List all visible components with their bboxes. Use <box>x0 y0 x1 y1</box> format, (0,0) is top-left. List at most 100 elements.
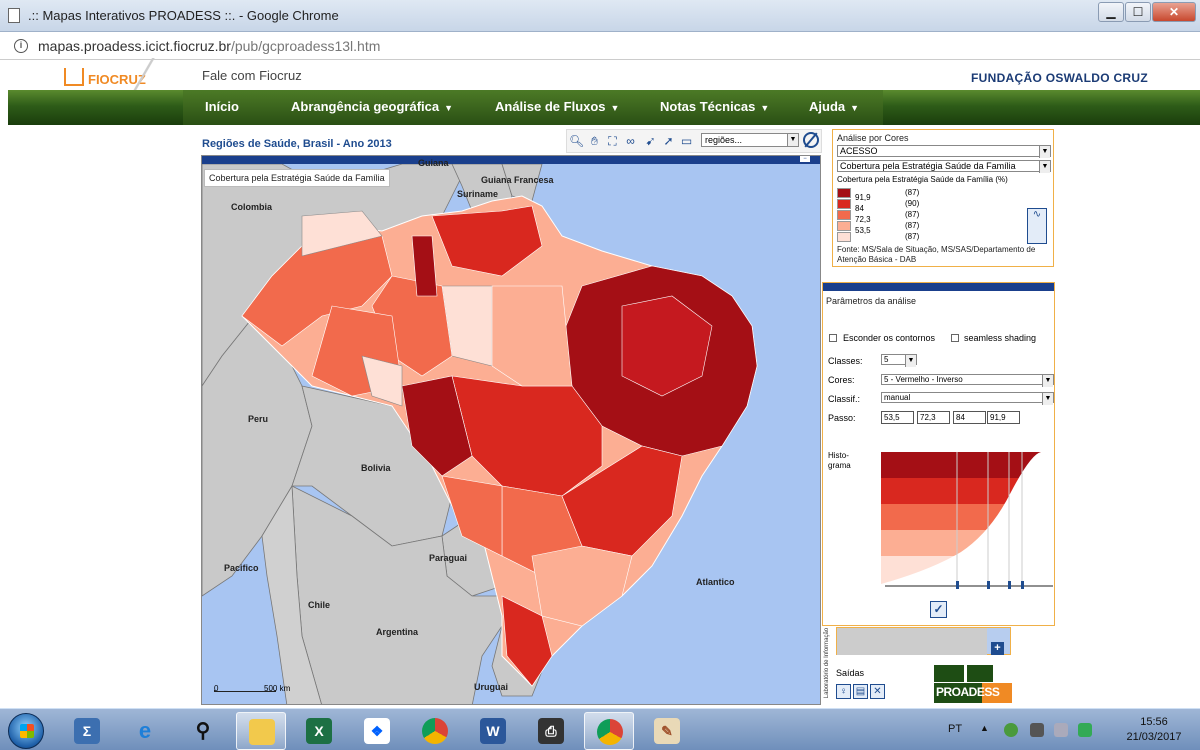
excel-glyph: X <box>306 718 332 744</box>
legend-title: Análise por Cores <box>837 133 909 143</box>
legend-count: (90) <box>905 199 920 208</box>
logo-block <box>967 665 993 682</box>
indicator-select[interactable]: Cobertura pela Estratégia Saúde da Famíl… <box>837 160 1051 173</box>
chrome-icon[interactable] <box>410 712 460 750</box>
binoculars-icon[interactable]: ∞ <box>626 134 635 148</box>
nav-inicio[interactable]: Início <box>205 99 239 114</box>
params-panel: Parâmetros da análise Esconder os contor… <box>822 282 1055 626</box>
region-lightest[interactable] <box>361 355 403 407</box>
language-indicator[interactable]: PT <box>948 723 963 735</box>
window-title: .:: Mapas Interativos PROADESS ::. - Goo… <box>28 8 339 23</box>
window-titlebar[interactable]: .:: Mapas Interativos PROADESS ::. - Goo… <box>0 0 1200 32</box>
apply-checkmark-icon[interactable]: ✓ <box>930 601 947 618</box>
indicator-group-select[interactable]: ACESSO ▼ <box>837 145 1051 158</box>
nav-label: Início <box>205 99 239 114</box>
region-mid[interactable] <box>441 475 503 557</box>
sigma-icon[interactable]: Σ <box>62 712 112 750</box>
histogram-handle[interactable] <box>1021 581 1024 589</box>
region-dark[interactable] <box>411 235 438 297</box>
chrome-glyph <box>422 718 448 744</box>
full-extent-icon[interactable]: ⛶ <box>608 134 617 148</box>
map-toolbar: 🔍︎ ✋︎ ⛶ ∞ ➹ ➚ ▭ regiões... ▼ <box>566 129 822 153</box>
classes-select[interactable]: 5 ▼ <box>881 354 917 367</box>
header-divider <box>108 58 178 94</box>
histogram-handle[interactable] <box>987 581 990 589</box>
region-red[interactable] <box>501 595 553 687</box>
vertical-label-text: Laboratório de Informação <box>824 627 831 699</box>
address-bar[interactable]: i mapas.proadess.icict.fiocruz.br/pub/gc… <box>0 32 1200 60</box>
histogram-handle[interactable] <box>1008 581 1011 589</box>
info-icon[interactable]: i <box>14 39 28 53</box>
clock[interactable]: 15:56 21/03/2017 <box>1114 715 1194 745</box>
step-input-3[interactable]: 84 <box>953 411 986 424</box>
chevron-down-icon: ▼ <box>787 134 798 146</box>
tray-expand-icon[interactable]: ▲ <box>980 723 989 733</box>
zoom-icon[interactable]: 🔍︎ <box>569 134 585 148</box>
paint-icon[interactable]: ✎ <box>642 712 692 750</box>
ie-icon[interactable]: e <box>120 712 170 750</box>
label-bolivia: Bolivia <box>361 463 391 473</box>
clear-selection-icon[interactable] <box>803 132 819 148</box>
word-icon[interactable]: W <box>468 712 518 750</box>
update-icon[interactable] <box>1078 723 1092 737</box>
seamless-checkbox[interactable] <box>951 334 959 342</box>
country-shape <box>261 484 322 704</box>
nav-ajuda[interactable]: Ajuda ▼ <box>809 99 859 114</box>
histogram-toggle-icon[interactable]: ∿ <box>1027 208 1047 244</box>
seamless-label: seamless shading <box>964 333 1037 343</box>
nav-notas-tecnicas[interactable]: Notas Técnicas ▼ <box>660 99 769 114</box>
search-icon[interactable]: ⚲ <box>178 712 228 750</box>
excel-icon[interactable]: X <box>294 712 344 750</box>
params-title: Parâmetros da análise <box>826 296 917 306</box>
url-host: mapas.proadess.icict.fiocruz.br <box>38 38 231 54</box>
minimize-icon[interactable]: − <box>800 156 810 162</box>
colors-select[interactable]: 5 - Vermelho - Inverso ▼ <box>881 374 1054 387</box>
contact-link[interactable]: Fale com Fiocruz <box>202 68 302 83</box>
region-select-value: regiões... <box>705 135 743 145</box>
start-button[interactable] <box>8 713 44 749</box>
histogram-mask <box>881 452 1053 584</box>
folder-icon[interactable] <box>236 712 286 750</box>
step-input-2[interactable]: 72,3 <box>917 411 950 424</box>
network-globe-icon[interactable] <box>1004 723 1018 737</box>
close-x-icon[interactable]: ✕ <box>870 684 885 699</box>
label-suriname: Suriname <box>457 189 499 199</box>
select-pointer-icon[interactable]: ➹ <box>645 134 656 148</box>
step-input-4[interactable]: 91,9 <box>987 411 1020 424</box>
flag-icon[interactable] <box>1030 723 1044 737</box>
classif-select[interactable]: manual ▼ <box>881 392 1054 405</box>
plus-icon[interactable]: + <box>991 642 1004 655</box>
minimize-button[interactable]: ▁ <box>1098 2 1124 22</box>
pan-hand-icon[interactable]: ✋︎ <box>591 134 598 148</box>
indicator-value: Cobertura pela Estratégia Saúde da Famíl… <box>840 161 1016 171</box>
dropbox-icon[interactable]: ❖ <box>352 712 402 750</box>
hide-contours-checkbox[interactable] <box>829 334 837 342</box>
region-light[interactable] <box>531 545 633 627</box>
region-red[interactable] <box>431 205 543 277</box>
chrome-icon-2[interactable] <box>584 712 634 750</box>
print-icon[interactable]: ▤ <box>853 684 868 699</box>
lightbulb-icon[interactable]: ♀ <box>836 684 851 699</box>
nav-analise-fluxos[interactable]: Análise de Fluxos ▼ <box>495 99 619 114</box>
region-lightest[interactable] <box>301 210 383 257</box>
region-select[interactable]: regiões... ▼ <box>701 133 799 147</box>
histogram-handle[interactable] <box>956 581 959 589</box>
url-text[interactable]: mapas.proadess.icict.fiocruz.br/pub/gcpr… <box>38 38 380 54</box>
region-dark[interactable] <box>621 295 713 397</box>
overview-map[interactable]: + <box>836 627 1011 655</box>
region-mid[interactable] <box>241 230 393 347</box>
info-pointer-icon[interactable]: ➚ <box>663 134 674 148</box>
volume-icon[interactable] <box>1054 723 1068 737</box>
printer-icon[interactable]: ⎙ <box>526 712 576 750</box>
region-dark[interactable] <box>401 375 473 477</box>
region-light[interactable] <box>491 285 573 387</box>
nav-abrangencia[interactable]: Abrangência geográfica ▼ <box>291 99 453 114</box>
close-button[interactable]: ✕ <box>1152 2 1196 22</box>
map-header-bar: − <box>202 156 820 164</box>
folder-icon[interactable]: ▭ <box>680 134 693 148</box>
maximize-button[interactable]: ☐ <box>1125 2 1151 22</box>
step-input-1[interactable]: 53,5 <box>881 411 914 424</box>
map-canvas[interactable]: − Cobertura pela Estratégia Saúde da Fam… <box>201 155 821 705</box>
paint-glyph: ✎ <box>654 718 680 744</box>
label-chile: Chile <box>308 600 331 610</box>
